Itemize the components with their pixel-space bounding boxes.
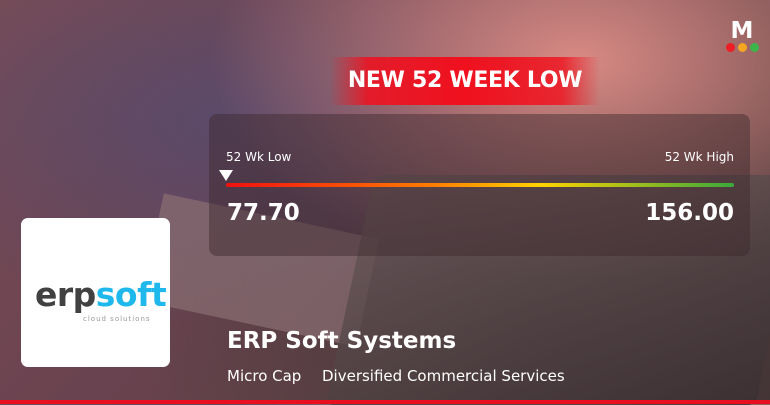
brand-letter: M: [730, 18, 754, 44]
sector: Diversified Commercial Services: [322, 367, 565, 385]
bottom-accent-line: [0, 400, 770, 404]
high-value: 156.00: [645, 200, 734, 226]
company-logo: erpsoft cloud solutions: [21, 218, 170, 367]
low-value: 77.70: [227, 200, 300, 226]
low-label: 52 Wk Low: [226, 150, 292, 164]
brand-dot-orange: [737, 43, 747, 52]
range-bar: [226, 183, 734, 187]
market-cap: Micro Cap: [227, 367, 302, 385]
logo-tagline: cloud solutions: [83, 315, 151, 323]
brand-logo: M: [724, 20, 760, 52]
brand-dot-red: [725, 43, 735, 52]
high-label: 52 Wk High: [664, 150, 734, 164]
logo-part1: erp: [35, 275, 96, 314]
headline-text: NEW 52 WEEK LOW: [347, 68, 583, 93]
headline-banner: NEW 52 WEEK LOW: [330, 57, 600, 105]
current-price-marker-icon: [219, 170, 233, 181]
brand-dot-green: [749, 43, 759, 52]
logo-part2: soft: [95, 275, 167, 314]
company-name: ERP Soft Systems: [227, 328, 457, 354]
